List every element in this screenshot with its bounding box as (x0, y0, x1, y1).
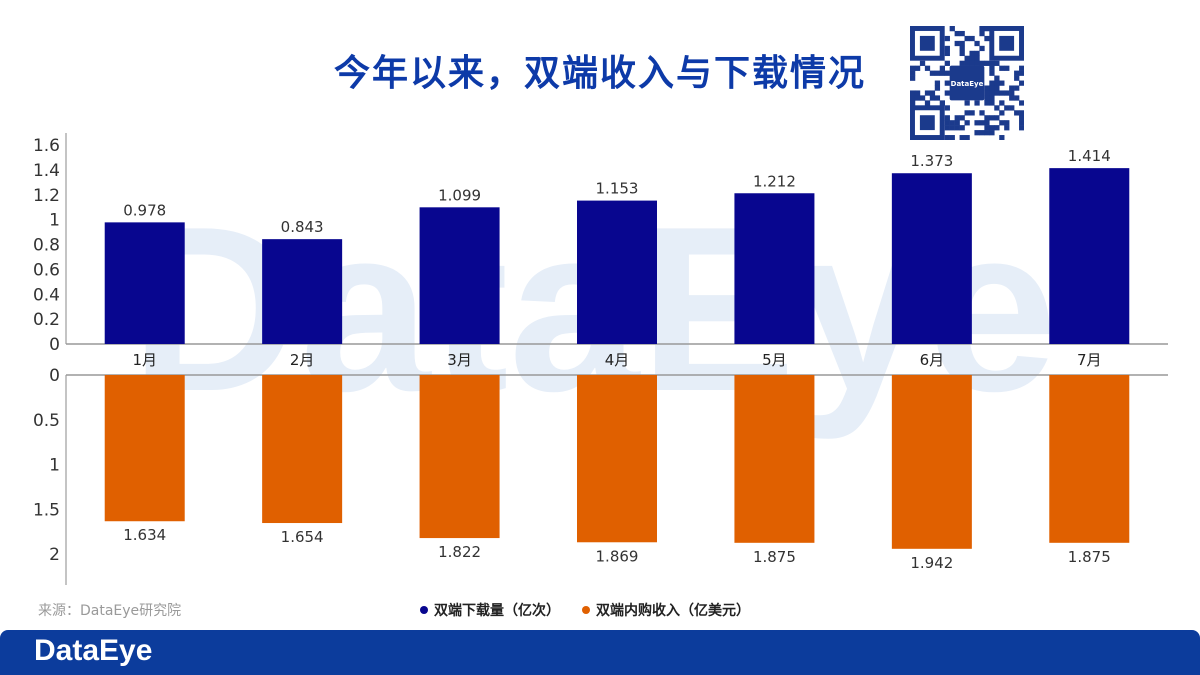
bottom-y-tick-label: 0 (49, 366, 60, 386)
top-y-tick-label: 0.8 (33, 236, 60, 256)
bottom-y-tick-label: 0.5 (33, 411, 60, 431)
download-bar (1049, 168, 1130, 344)
footer-bar: DataEye (0, 630, 1200, 675)
revenue-bar (104, 375, 185, 522)
revenue-bar (891, 375, 972, 549)
legend: 双端下载量（亿次） 双端内购收入（亿美元） (420, 600, 750, 620)
top-y-tick-label: 0 (49, 335, 60, 355)
legend-label-revenue: 双端内购收入（亿美元） (596, 603, 750, 619)
download-bar (262, 239, 343, 344)
revenue-value-label: 1.875 (753, 548, 796, 566)
category-label: 4月 (605, 351, 630, 369)
download-bar (891, 173, 972, 344)
top-y-tick-label: 0.4 (33, 285, 60, 305)
category-label: 7月 (1077, 351, 1102, 369)
revenue-bar (577, 375, 657, 543)
download-value-label: 1.099 (438, 186, 481, 204)
download-value-label: 0.978 (123, 201, 166, 219)
footer-logo: DataEye (34, 634, 153, 667)
page-title: 今年以来，双端收入与下载情况 (333, 53, 866, 94)
bar-chart: DataEye00.20.40.60.811.21.41.600.511.520… (33, 133, 1168, 585)
qr-code: DataEye (910, 26, 1024, 140)
download-bar (104, 222, 185, 344)
bottom-y-tick-label: 1.5 (33, 500, 60, 520)
legend-marker-downloads (420, 606, 428, 614)
download-value-label: 0.843 (281, 218, 324, 236)
revenue-bar (419, 375, 500, 539)
category-label: 3月 (447, 351, 472, 369)
download-value-label: 1.153 (596, 180, 639, 198)
top-y-tick-label: 0.6 (33, 260, 60, 280)
bottom-y-tick-label: 1 (49, 456, 60, 476)
revenue-value-label: 1.634 (123, 526, 166, 544)
category-label: 5月 (762, 351, 787, 369)
revenue-value-label: 1.875 (1068, 548, 1111, 566)
download-value-label: 1.414 (1068, 147, 1111, 165)
download-value-label: 1.373 (910, 152, 953, 170)
top-y-tick-label: 1.2 (33, 186, 60, 206)
revenue-bar (262, 375, 343, 524)
revenue-bar (1049, 375, 1130, 543)
revenue-value-label: 1.822 (438, 543, 481, 561)
bottom-y-tick-label: 2 (49, 545, 60, 565)
download-bar (419, 207, 500, 344)
top-y-tick-label: 0.2 (33, 310, 60, 330)
top-y-tick-label: 1.4 (33, 161, 60, 181)
revenue-value-label: 1.654 (281, 528, 324, 546)
download-bar (577, 200, 657, 344)
qr-logo-text: DataEye (951, 80, 984, 88)
category-label: 2月 (290, 351, 315, 369)
category-label: 6月 (920, 351, 945, 369)
source-note: 来源：DataEye研究院 (38, 603, 182, 619)
legend-item-revenue: 双端内购收入（亿美元） (582, 600, 750, 620)
download-value-label: 1.212 (753, 172, 796, 190)
revenue-value-label: 1.869 (596, 547, 639, 565)
revenue-value-label: 1.942 (910, 554, 953, 572)
legend-item-downloads: 双端下载量（亿次） (420, 600, 560, 620)
revenue-bar (734, 375, 815, 543)
download-bar (734, 193, 815, 344)
legend-marker-revenue (582, 606, 590, 614)
legend-label-downloads: 双端下载量（亿次） (434, 603, 560, 619)
top-y-tick-label: 1 (49, 211, 60, 231)
top-y-tick-label: 1.6 (33, 136, 60, 156)
category-label: 1月 (132, 351, 157, 369)
